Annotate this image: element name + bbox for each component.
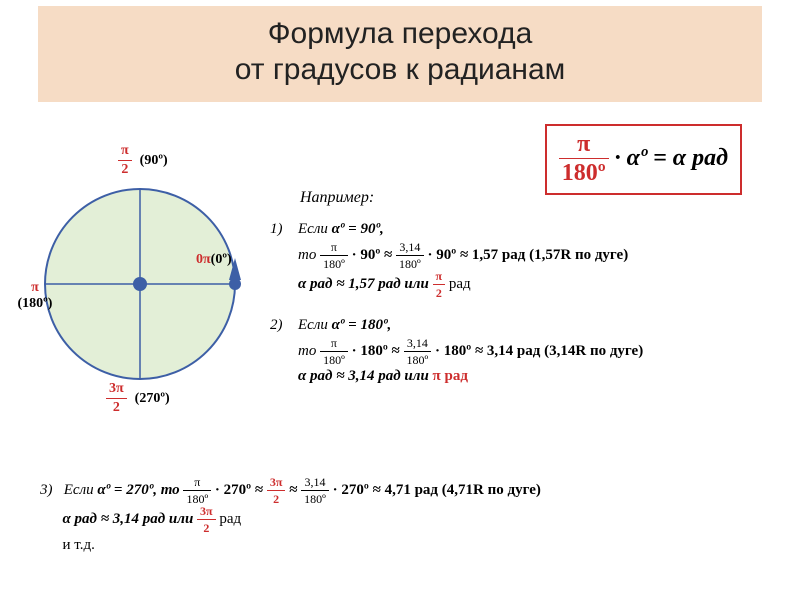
- frac-pi-2-top: π 2: [118, 144, 132, 177]
- label-270deg: 3π 2 (270º): [106, 382, 170, 415]
- title-line-2: от градусов к радианам: [235, 53, 566, 86]
- ex1-number: 1): [270, 219, 283, 241]
- ex2-frac2: 3,14180º: [404, 337, 432, 366]
- ex2-result-a: α рад ≈ 3,14 рад или: [298, 368, 433, 384]
- ex2-mid2: · 180º ≈ 3,14 рад (3,14R по дуге): [435, 343, 643, 359]
- ex3-result-a: α рад ≈ 3,14 рад или: [63, 511, 198, 527]
- ex1-result-b: рад: [449, 276, 471, 292]
- ex3-etc: и т.д.: [63, 537, 95, 553]
- ex1-mid2: · 90º ≈ 1,57 рад (1,57R по дуге): [428, 247, 629, 263]
- ex1-frac-red: π2: [433, 270, 446, 299]
- ex3-midm: ≈: [289, 482, 301, 498]
- ex3-if: Если: [64, 482, 98, 498]
- ex1-then: то: [298, 247, 316, 263]
- main-formula-box: π 180º · αº = α рад: [545, 124, 742, 195]
- ex2-number: 2): [270, 315, 283, 337]
- ex2-result-b: π рад: [433, 368, 468, 384]
- title-line-1: Формула перехода: [268, 17, 533, 50]
- example-2: 2) Если αº = 180º, то π180º · 180º ≈ 3,1…: [270, 315, 790, 388]
- examples-block: Например: 1) Если αº = 90º, то π180º · 9…: [270, 186, 790, 403]
- ex3-frac1: π180º: [183, 476, 211, 505]
- ex1-frac2: 3,14180º: [396, 241, 424, 270]
- unit-circle-diagram: π 2 (90º) 0π(0º) π (180º) 3π 2 (270º): [26, 134, 256, 394]
- ex3-cond: αº = 270º, то: [97, 482, 183, 498]
- ex1-mid1: · 90º ≈: [352, 247, 396, 263]
- ex1-if: Если: [298, 221, 332, 237]
- ex2-cond: αº = 180º,: [332, 317, 392, 333]
- ex3-result-b: рад: [219, 511, 241, 527]
- ex1-result-a: α рад ≈ 1,57 рад или: [298, 276, 433, 292]
- label-0pi: 0π: [196, 252, 211, 267]
- ex1-frac1: π180º: [320, 241, 348, 270]
- ex3-mid1: · 270º ≈: [215, 482, 267, 498]
- label-180deg: π (180º): [10, 280, 60, 312]
- examples-header: Например:: [300, 186, 790, 209]
- label-90deg-text: (90º): [140, 153, 168, 168]
- example-1: 1) Если αº = 90º, то π180º · 90º ≈ 3,141…: [270, 219, 790, 299]
- ex3-mid2: · 270º ≈ 4,71 рад (4,71R по дуге): [333, 482, 541, 498]
- ex3-frac-3pi2-b: 3π2: [197, 505, 216, 534]
- label-90deg: π 2 (90º): [118, 144, 168, 177]
- ex3-frac2: 3,14180º: [301, 476, 329, 505]
- frac-pi-180-main: π 180º: [559, 132, 609, 185]
- ex1-cond: αº = 90º,: [332, 221, 384, 237]
- ex2-frac1: π180º: [320, 337, 348, 366]
- ex3-frac-3pi2-a: 3π2: [267, 476, 286, 505]
- slide-title: Формула перехода от градусов к радианам: [38, 6, 762, 102]
- frac-3pi-2-bottom: 3π 2: [106, 382, 127, 415]
- formula-rhs: · αº = α рад: [615, 145, 728, 171]
- label-0deg-text: (0º): [211, 252, 232, 267]
- label-180deg-text: (180º): [18, 296, 53, 311]
- label-pi: π: [31, 280, 39, 295]
- label-0deg: 0π(0º): [196, 252, 232, 268]
- ex2-if: Если: [298, 317, 332, 333]
- ex2-then: то: [298, 343, 316, 359]
- example-3: 3) Если αº = 270º, то π180º · 270º ≈ 3π2…: [40, 476, 780, 557]
- ex3-number: 3): [40, 482, 53, 498]
- ex2-mid1: · 180º ≈: [352, 343, 404, 359]
- label-270deg-text: (270º): [135, 391, 170, 406]
